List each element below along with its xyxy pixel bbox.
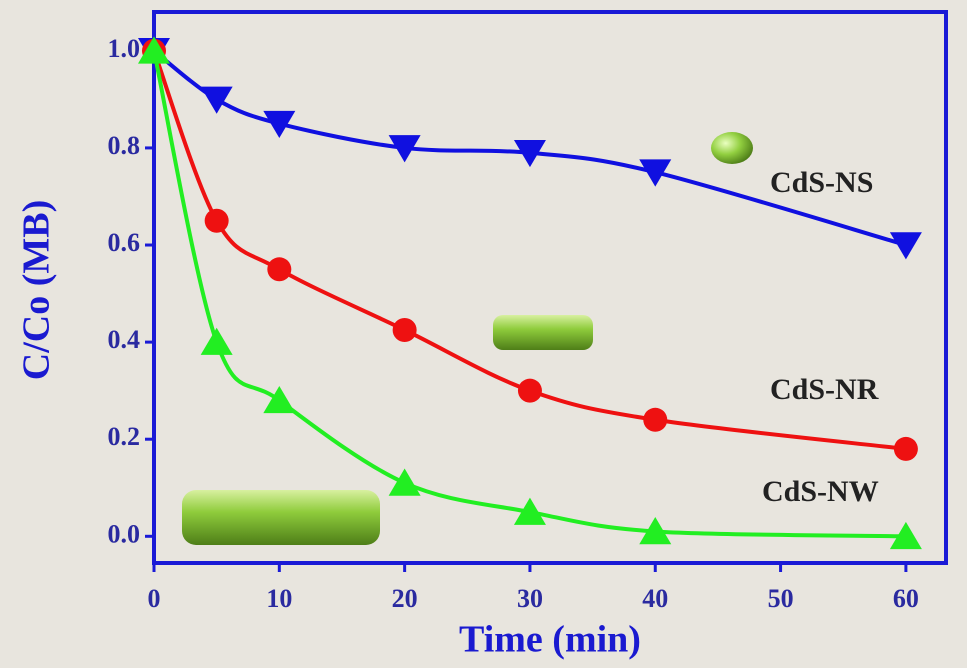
y-tick-label: 1.0 [108, 34, 141, 63]
series-label: CdS-NW [762, 475, 879, 508]
x-tick-label: 0 [148, 584, 161, 613]
series-label: CdS-NR [770, 373, 879, 406]
y-axis-title: C/Co (MB) [16, 200, 58, 380]
y-tick-label: 0.8 [108, 131, 141, 160]
x-tick-label: 30 [517, 584, 543, 613]
marker [643, 408, 667, 432]
x-tick-label: 40 [642, 584, 668, 613]
x-tick-label: 20 [392, 584, 418, 613]
marker [393, 318, 417, 342]
x-axis-title: Time (min) [459, 619, 641, 661]
x-tick-label: 10 [266, 584, 292, 613]
x-tick-label: 50 [768, 584, 794, 613]
x-tick-label: 60 [893, 584, 919, 613]
marker [518, 379, 542, 403]
chart: Time (min) C/Co (MB) 0.0 0.2 0.4 0.6 0.8 1.0 0… [0, 0, 967, 668]
page: Time (min) C/Co (MB) 0.0 0.2 0.4 0.6 0.8 1.0 0… [0, 0, 967, 668]
series-label: CdS-NS [770, 166, 873, 199]
marker [267, 257, 291, 281]
y-tick-label: 0.6 [108, 228, 141, 257]
wire-icon [182, 490, 380, 545]
sphere-icon [711, 132, 753, 164]
marker [205, 209, 229, 233]
y-tick-label: 0.2 [108, 422, 141, 451]
marker [894, 437, 918, 461]
background [0, 0, 967, 668]
rod-icon [493, 315, 593, 350]
y-tick-label: 0.4 [108, 325, 141, 354]
y-tick-label: 0.0 [108, 519, 141, 548]
